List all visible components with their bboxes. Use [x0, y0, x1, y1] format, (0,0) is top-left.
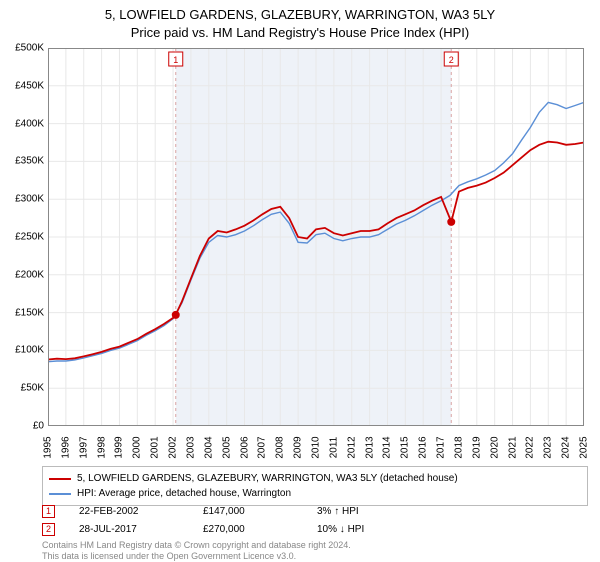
- x-tick-label: 2014: [382, 436, 393, 458]
- x-tick-label: 1995: [43, 436, 54, 458]
- event-price-2: £270,000: [203, 524, 293, 535]
- x-tick-label: 2021: [507, 436, 518, 458]
- event-row-2: 2 28-JUL-2017 £270,000 10% ↓ HPI: [42, 520, 588, 538]
- x-tick-label: 2004: [203, 436, 214, 458]
- legend-row-property: 5, LOWFIELD GARDENS, GLAZEBURY, WARRINGT…: [49, 471, 581, 486]
- x-tick-label: 2000: [132, 436, 143, 458]
- x-tick-label: 2005: [221, 436, 232, 458]
- event-list: 1 22-FEB-2002 £147,000 3% ↑ HPI 2 28-JUL…: [42, 502, 588, 538]
- x-tick-label: 2017: [436, 436, 447, 458]
- event-price-1: £147,000: [203, 506, 293, 517]
- event-date-2: 28-JUL-2017: [79, 524, 179, 535]
- x-tick-label: 2013: [364, 436, 375, 458]
- event-row-1: 1 22-FEB-2002 £147,000 3% ↑ HPI: [42, 502, 588, 520]
- x-tick-label: 2022: [525, 436, 536, 458]
- x-tick-label: 2010: [311, 436, 322, 458]
- y-tick-label: £300K: [15, 194, 44, 205]
- y-tick-label: £500K: [15, 43, 44, 54]
- chart-title: 5, LOWFIELD GARDENS, GLAZEBURY, WARRINGT…: [0, 0, 600, 41]
- x-tick-label: 2025: [579, 436, 590, 458]
- x-tick-label: 2019: [471, 436, 482, 458]
- event-hpi-1: 3% ↑ HPI: [317, 506, 359, 517]
- page-container: 5, LOWFIELD GARDENS, GLAZEBURY, WARRINGT…: [0, 0, 600, 560]
- title-line-1: 5, LOWFIELD GARDENS, GLAZEBURY, WARRINGT…: [0, 6, 600, 24]
- x-tick-label: 2018: [453, 436, 464, 458]
- event-hpi-2: 10% ↓ HPI: [317, 524, 364, 535]
- x-tick-label: 2023: [543, 436, 554, 458]
- legend-row-hpi: HPI: Average price, detached house, Warr…: [49, 486, 581, 501]
- y-tick-label: £450K: [15, 80, 44, 91]
- x-tick-label: 1999: [114, 436, 125, 458]
- footer-line-1: Contains HM Land Registry data © Crown c…: [42, 540, 588, 551]
- event-marker-2: 2: [42, 523, 55, 536]
- event-date-1: 22-FEB-2002: [79, 506, 179, 517]
- legend-line-hpi: [49, 493, 71, 495]
- x-tick-label: 2012: [346, 436, 357, 458]
- x-tick-label: 2007: [257, 436, 268, 458]
- y-tick-label: £350K: [15, 156, 44, 167]
- x-tick-label: 2008: [275, 436, 286, 458]
- legend-line-property: [49, 478, 71, 480]
- y-tick-label: £0: [33, 421, 44, 432]
- y-tick-label: £200K: [15, 269, 44, 280]
- x-tick-label: 2003: [185, 436, 196, 458]
- x-tick-label: 2006: [239, 436, 250, 458]
- x-tick-label: 1997: [78, 436, 89, 458]
- x-tick-label: 2011: [328, 437, 339, 459]
- legend-box: 5, LOWFIELD GARDENS, GLAZEBURY, WARRINGT…: [42, 466, 588, 506]
- y-tick-label: £250K: [15, 232, 44, 243]
- chart-area: 12 £0£50K£100K£150K£200K£250K£300K£350K£…: [48, 48, 584, 426]
- x-tick-label: 1998: [96, 436, 107, 458]
- x-tick-label: 2024: [561, 436, 572, 458]
- legend-label-hpi: HPI: Average price, detached house, Warr…: [77, 486, 291, 501]
- x-tick-label: 2002: [168, 436, 179, 458]
- x-tick-label: 2020: [489, 436, 500, 458]
- y-tick-label: £400K: [15, 118, 44, 129]
- event-marker-1: 1: [42, 505, 55, 518]
- x-tick-label: 2016: [418, 436, 429, 458]
- x-tick-label: 1996: [60, 436, 71, 458]
- chart-svg: 12: [48, 48, 584, 426]
- x-tick-label: 2015: [400, 436, 411, 458]
- title-line-2: Price paid vs. HM Land Registry's House …: [0, 24, 600, 42]
- y-tick-label: £100K: [15, 345, 44, 356]
- footer-attribution: Contains HM Land Registry data © Crown c…: [42, 540, 588, 562]
- x-tick-label: 2009: [293, 436, 304, 458]
- legend-label-property: 5, LOWFIELD GARDENS, GLAZEBURY, WARRINGT…: [77, 471, 458, 486]
- y-tick-label: £150K: [15, 307, 44, 318]
- y-tick-label: £50K: [21, 383, 44, 394]
- x-tick-label: 2001: [150, 436, 161, 458]
- svg-text:1: 1: [173, 55, 178, 65]
- svg-text:2: 2: [449, 55, 454, 65]
